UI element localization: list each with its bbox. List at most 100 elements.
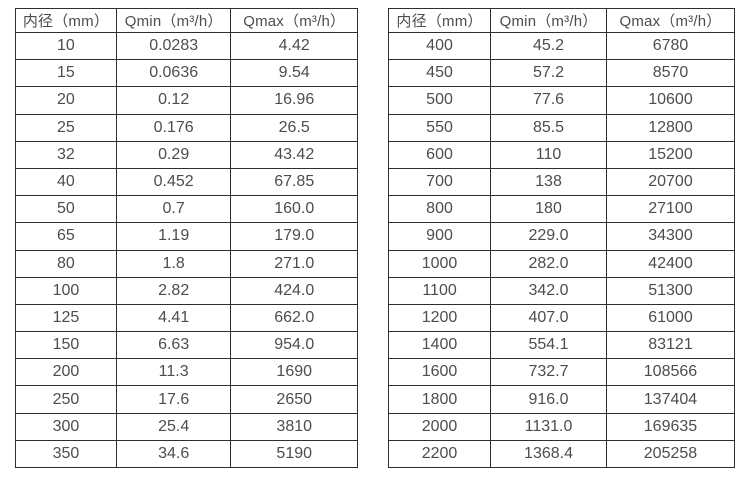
table-cell: 100 [15, 276, 117, 305]
table-cell: 1.19 [115, 222, 232, 251]
table-cell: 1200 [387, 303, 492, 333]
table-cell: 0.176 [115, 113, 232, 142]
table-cell: 17.6 [115, 385, 232, 414]
table-row: 800 180 27100 [387, 195, 736, 224]
table-cell: 85.5 [490, 113, 607, 142]
flow-table-small-diameters: 内径（mm） Qmin（m³/h） Qmax（m³/h） 10 0.0283 4.42 15… [15, 8, 358, 469]
table-row: 150 6.63 954.0 [15, 331, 358, 360]
table-cell: 83121 [605, 331, 736, 360]
column-header: 内径（mm） [15, 8, 117, 33]
table-cell: 407.0 [490, 303, 607, 333]
table-row: 1600 732.7 108566 [387, 358, 736, 387]
table-cell: 108566 [605, 358, 736, 387]
table-cell: 6.63 [115, 331, 232, 360]
table-cell: 342.0 [490, 276, 607, 305]
table-row: 25 0.176 26.5 [15, 113, 358, 142]
table-row: 50 0.7 160.0 [15, 195, 358, 224]
table-row: 20 0.12 16.96 [15, 86, 358, 115]
table-cell: 0.0283 [115, 31, 232, 61]
table-cell: 6780 [605, 31, 736, 61]
table-row: 1100 342.0 51300 [387, 276, 736, 305]
table-cell: 700 [387, 167, 492, 197]
table-row: 1800 916.0 137404 [387, 385, 736, 414]
table-cell: 40 [15, 167, 117, 197]
table-cell: 11.3 [115, 358, 232, 387]
table-row: 32 0.29 43.42 [15, 140, 358, 169]
table-cell: 32 [15, 140, 117, 169]
table-row: 450 57.2 8570 [387, 59, 736, 88]
table-row: 10 0.0283 4.42 [15, 31, 358, 61]
column-header: 内径（mm） [387, 8, 492, 33]
table-cell: 10 [15, 31, 117, 61]
table-cell: 916.0 [490, 385, 607, 414]
table-cell: 1600 [387, 358, 492, 387]
table-cell: 179.0 [230, 222, 358, 251]
table-cell: 500 [387, 86, 492, 115]
table-cell: 16.96 [230, 86, 358, 115]
table-row: 1000 282.0 42400 [387, 249, 736, 278]
table-row: 900 229.0 34300 [387, 222, 736, 251]
table-cell: 20700 [605, 167, 736, 197]
table-cell: 550 [387, 113, 492, 142]
table-cell: 954.0 [230, 331, 358, 360]
table-cell: 160.0 [230, 195, 358, 224]
table-row: 125 4.41 662.0 [15, 303, 358, 333]
table-cell: 600 [387, 140, 492, 169]
header-row: 内径（mm） Qmin（m³/h） Qmax（m³/h） [15, 8, 358, 33]
table-row: 700 138 20700 [387, 167, 736, 197]
table-cell: 2.82 [115, 276, 232, 305]
table-cell: 110 [490, 140, 607, 169]
table-cell: 0.7 [115, 195, 232, 224]
table-cell: 450 [387, 59, 492, 88]
table-cell: 80 [15, 249, 117, 278]
table-row: 40 0.452 67.85 [15, 167, 358, 197]
table-row: 200 11.3 1690 [15, 358, 358, 387]
table-cell: 3810 [230, 412, 358, 441]
table-cell: 51300 [605, 276, 736, 305]
table-cell: 27100 [605, 195, 736, 224]
table-row: 550 85.5 12800 [387, 113, 736, 142]
table-cell: 1.8 [115, 249, 232, 278]
table-row: 15 0.0636 9.54 [15, 59, 358, 88]
table-cell: 424.0 [230, 276, 358, 305]
flow-table-large-diameters: 内径（mm） Qmin（m³/h） Qmax（m³/h） 400 45.2 6780 450… [387, 8, 736, 469]
table-cell: 300 [15, 412, 117, 441]
table-cell: 282.0 [490, 249, 607, 278]
table-row: 1400 554.1 83121 [387, 331, 736, 360]
table-cell: 200 [15, 358, 117, 387]
column-header: Qmax（m³/h） [605, 8, 736, 33]
table-cell: 34300 [605, 222, 736, 251]
table-cell: 25.4 [115, 412, 232, 441]
table-cell: 0.29 [115, 140, 232, 169]
table-cell: 125 [15, 303, 117, 333]
table-cell: 26.5 [230, 113, 358, 142]
table-cell: 20 [15, 86, 117, 115]
table-cell: 2650 [230, 385, 358, 414]
table-cell: 1400 [387, 331, 492, 360]
table-row: 1200 407.0 61000 [387, 303, 736, 333]
table-cell: 5190 [230, 439, 358, 469]
table-cell: 0.452 [115, 167, 232, 197]
table-row: 600 110 15200 [387, 140, 736, 169]
table-cell: 67.85 [230, 167, 358, 197]
table-row: 100 2.82 424.0 [15, 276, 358, 305]
table-cell: 0.12 [115, 86, 232, 115]
table-cell: 77.6 [490, 86, 607, 115]
table-cell: 137404 [605, 385, 736, 414]
table-cell: 15 [15, 59, 117, 88]
table-cell: 1800 [387, 385, 492, 414]
header-row: 内径（mm） Qmin（m³/h） Qmax（m³/h） [387, 8, 736, 33]
table-cell: 8570 [605, 59, 736, 88]
column-header: Qmax（m³/h） [230, 8, 358, 33]
column-header: Qmin（m³/h） [490, 8, 607, 33]
table-row: 250 17.6 2650 [15, 385, 358, 414]
table-row: 400 45.2 6780 [387, 31, 736, 61]
table-cell: 12800 [605, 113, 736, 142]
table-cell: 229.0 [490, 222, 607, 251]
table-cell: 45.2 [490, 31, 607, 61]
table-cell: 1131.0 [490, 412, 607, 441]
table-cell: 2000 [387, 412, 492, 441]
table-cell: 554.1 [490, 331, 607, 360]
table-cell: 34.6 [115, 439, 232, 469]
table-cell: 4.42 [230, 31, 358, 61]
